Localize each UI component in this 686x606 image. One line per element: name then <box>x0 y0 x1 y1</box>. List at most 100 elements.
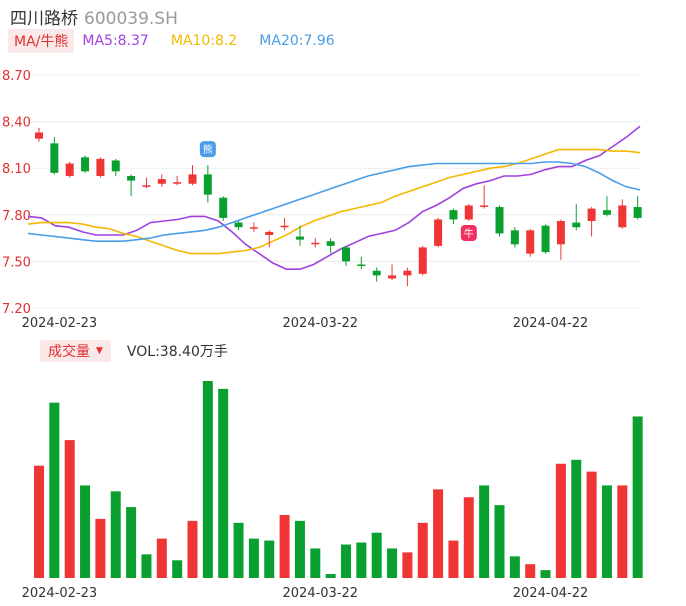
volume-bar <box>494 505 505 578</box>
volume-bar <box>586 471 597 578</box>
candle-body <box>65 163 74 176</box>
candle-body <box>311 242 320 245</box>
stock-name: 四川路桥 <box>10 9 78 29</box>
volume-bar <box>34 465 44 578</box>
candle-body <box>618 205 627 228</box>
candle-body <box>157 179 166 184</box>
volume-bar <box>172 560 183 578</box>
candle-body <box>342 247 350 262</box>
candle-body <box>265 231 274 235</box>
ma-line-ma5 <box>27 125 641 271</box>
candle-body <box>81 157 90 172</box>
candle-body <box>372 270 381 276</box>
candle-body <box>203 174 212 195</box>
bear-marker <box>199 141 216 158</box>
ma10-label: MA10:8.2 <box>170 33 238 49</box>
candle-body <box>480 205 489 207</box>
candle-body <box>295 236 304 240</box>
marker-label: 熊 <box>203 143 213 156</box>
volume-bar <box>632 416 643 578</box>
volume-bar <box>279 514 290 578</box>
candle-body <box>111 160 120 172</box>
candle-body <box>633 207 642 218</box>
ma-legend: MA/牛熊 MA5:8.37 MA10:8.2 MA20:7.96 <box>8 29 357 53</box>
volume-bar <box>540 570 551 578</box>
candle-body <box>388 275 397 279</box>
volume-bar <box>617 485 628 578</box>
volume-bar <box>294 520 305 578</box>
price-date-axis: 2024-02-23 2024-03-22 2024-04-22 <box>22 316 589 331</box>
stock-code: 600039.SH <box>84 9 178 29</box>
candle-body <box>219 197 228 218</box>
candle-body <box>249 227 258 229</box>
candle-body <box>418 247 427 274</box>
candle-body <box>127 175 136 181</box>
x-tick-label: 2024-04-22 <box>513 316 589 331</box>
volume-bar <box>341 544 351 578</box>
volume-bar <box>448 540 459 578</box>
volume-bar <box>141 554 152 578</box>
volume-bar <box>80 485 91 578</box>
volume-bar <box>64 440 75 578</box>
candle-body <box>326 241 335 246</box>
volume-bar <box>402 552 413 578</box>
candle-body <box>35 132 43 139</box>
candle-body <box>541 225 550 253</box>
y-tick-label: 8.70 <box>2 69 31 84</box>
volume-bar <box>601 485 612 578</box>
candle-body <box>357 264 366 267</box>
x-tick-label: 2024-03-22 <box>283 316 359 331</box>
volume-bar <box>571 459 582 578</box>
volume-bar <box>433 489 444 578</box>
ma-indicator-selector[interactable]: MA/牛熊 <box>8 29 75 53</box>
volume-bar <box>371 532 382 578</box>
volume-bar <box>356 542 367 578</box>
candle-body <box>234 222 243 228</box>
volume-bar <box>233 522 244 578</box>
volume-indicator-label: 成交量 <box>48 344 90 360</box>
y-tick-label: 7.50 <box>2 255 31 270</box>
bull-marker <box>460 225 477 242</box>
x-tick-label: 2024-02-23 <box>22 316 98 331</box>
x-tick-label: 2024-03-22 <box>283 586 359 601</box>
volume-date-axis: 2024-02-23 2024-03-22 2024-04-22 <box>22 586 589 601</box>
volume-bar <box>525 564 536 578</box>
bull-bear-markers: 熊牛 <box>199 141 477 242</box>
volume-bar <box>156 538 167 578</box>
y-tick-label: 8.10 <box>2 162 31 177</box>
volume-bar <box>463 497 474 578</box>
volume-bar <box>509 556 520 578</box>
volume-bar <box>218 388 229 578</box>
x-tick-label: 2024-02-23 <box>22 586 98 601</box>
candle-body <box>142 185 151 187</box>
volume-bar <box>248 538 259 578</box>
candle-body <box>572 222 581 228</box>
candlesticks <box>35 127 642 287</box>
volume-indicator-selector[interactable]: 成交量 ▼ <box>40 340 111 362</box>
volume-bar <box>49 402 60 578</box>
candle-body <box>464 205 473 220</box>
candle-body <box>96 158 105 176</box>
volume-value-label: VOL:38.40万手 <box>126 344 228 360</box>
price-grid <box>28 74 640 309</box>
candle-body <box>449 210 458 220</box>
ma5-label: MA5:8.37 <box>82 33 149 49</box>
chart-header: 四川路桥 600039.SH <box>10 4 178 29</box>
price-axis: 8.70 8.40 8.10 7.80 7.50 7.20 <box>2 69 31 317</box>
volume-bar <box>555 463 566 578</box>
caret-down-icon: ▼ <box>96 346 103 356</box>
volume-bar <box>387 548 398 578</box>
candle-body <box>602 210 611 215</box>
moving-average-lines <box>27 125 641 271</box>
volume-bar <box>187 520 198 578</box>
volume-bar <box>202 381 213 578</box>
volume-bar <box>110 491 121 578</box>
y-tick-label: 7.80 <box>2 209 31 224</box>
volume-bar <box>479 485 490 578</box>
candle-body <box>556 221 565 245</box>
candle-body <box>434 219 443 246</box>
marker-label: 牛 <box>464 227 474 240</box>
volume-bar <box>126 507 137 578</box>
volume-bar <box>310 548 321 578</box>
